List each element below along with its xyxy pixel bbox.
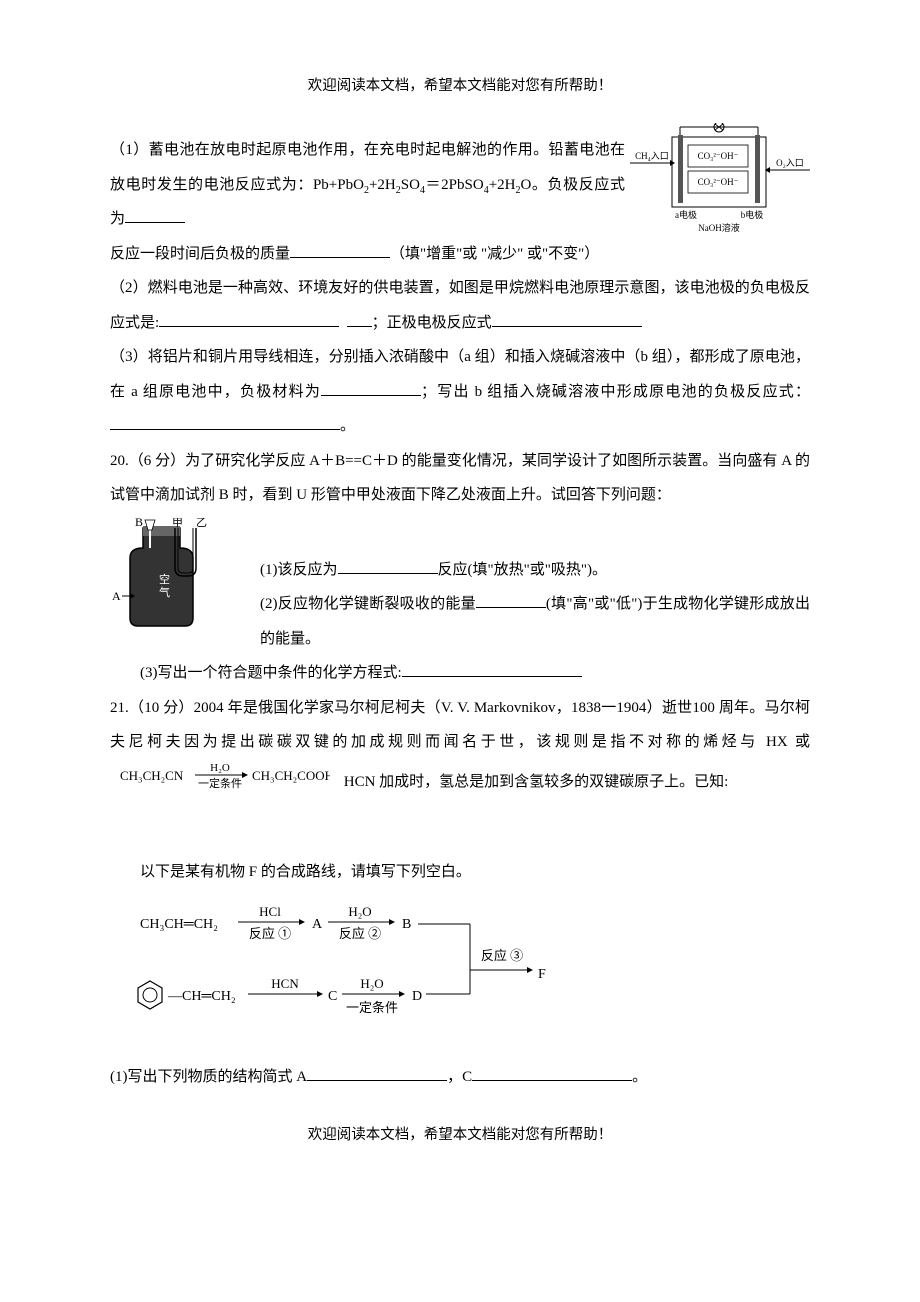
text-segment: +2H [489,177,516,193]
text-segment: SO [401,177,420,193]
text-segment: ；写出 b 组插入烧碱溶液中形成原电池的负极反应式： [421,384,810,400]
svg-text:一定条件: 一定条件 [346,1000,398,1015]
q20-intro: 20.（6 分）为了研究化学反应 A＋B==C＋D 的能量变化情况，某同学设计了… [110,444,810,513]
text-segment: HCN 加成时，氢总是加到含氢较多的双键碳原子上。已知: [344,774,729,790]
svg-text:HCl: HCl [259,904,281,919]
text-segment: (1)该反应为 [260,562,338,578]
svg-text:CH₃CH₂CN: CH₃CH₂CN [120,768,184,783]
svg-text:A: A [312,917,323,932]
svg-text:HCN: HCN [271,976,299,991]
svg-text:H₂O: H₂O [360,976,383,991]
page-header: 欢迎阅读本文档，希望本文档能对您有所帮助！ [110,70,810,103]
text-segment: 以下是某有机物 F 的合成路线，请填写下列空白。 [140,864,471,880]
q21-q1: (1)写出下列物质的结构简式 A ，C 。 [110,1060,810,1095]
q1-part1: （1）蓄电池在放电时起原电池作用，在充电时起电解池的作用。铅蓄电池在放电时发生的… [110,133,810,237]
blank-field [307,1066,447,1081]
page-footer: 欢迎阅读本文档，希望本文档能对您有所帮助！ [110,1119,810,1152]
blank-field [402,662,582,677]
text-segment: 反应一段时间后负极的质量 [110,246,290,262]
svg-text:一定条件: 一定条件 [198,776,242,790]
text-segment: 反应(填"放热"或"吸热")。 [438,562,607,578]
text-segment: 21.（10 分）2004 年是俄国化学家马尔柯尼柯夫（V. V. Markov… [110,700,810,751]
blank-field [338,559,438,574]
svg-text:乙: 乙 [196,518,207,529]
text-segment: (1)写出下列物质的结构简式 A [110,1069,307,1085]
text-segment: (2)反应物化学键断裂吸收的能量 [260,596,476,612]
blank-field [347,312,372,327]
svg-text:H₂O: H₂O [210,762,230,774]
q20-q1: (1)该反应为 反应(填"放热"或"吸热")。 [110,553,810,588]
svg-text:CH₃CH═CH₂: CH₃CH═CH₂ [140,917,218,932]
text-segment: (3)写出一个符合题中条件的化学方程式: [140,665,402,681]
header-text: 欢迎阅读本文档，希望本文档能对您有所帮助！ [308,78,613,94]
blank-field [290,243,390,258]
blank-field [125,208,185,223]
blank-field [476,593,546,608]
svg-text:C: C [328,989,337,1004]
svg-text:—CH═CH₂: —CH═CH₂ [167,989,236,1004]
svg-text:D: D [412,989,422,1004]
q21-line2: 以下是某有机物 F 的合成路线，请填写下列空白。 [110,855,810,890]
text-segment: ，C [447,1069,472,1085]
q1-part1-continued: 反应一段时间后负极的质量 （填"增重"或 "减少" 或"不变"） [110,237,810,272]
svg-text:B: B [135,518,143,529]
text-segment: 20.（6 分）为了研究化学反应 A＋B==C＋D 的能量变化情况，某同学设计了… [110,453,810,504]
blank-field [159,312,339,327]
text-segment: ＝2PbSO [425,177,484,193]
blank-field [321,381,421,396]
blank-field [472,1066,632,1081]
text-segment: ；正极电极反应式 [372,315,492,331]
text-segment: 。 [340,418,355,434]
q20-q3: (3)写出一个符合题中条件的化学方程式: [110,656,810,691]
svg-text:H₂O: H₂O [348,904,371,919]
svg-text:反应 ①: 反应 ① [249,926,291,941]
synthesis-route-diagram: CH₃CH═CH₂ HCl 反应 ① A H₂O 反应 ② B —CH═CH₂ … [130,900,810,1050]
svg-text:甲: 甲 [172,518,183,529]
footer-text: 欢迎阅读本文档，希望本文档能对您有所帮助！ [308,1127,613,1143]
q1-part2: （2）燃料电池是一种高效、环境友好的供电装置，如图是甲烷燃料电池原理示意图，该电… [110,271,810,340]
svg-text:反应 ②: 反应 ② [339,926,381,941]
blank-field [110,415,340,430]
q20-q2: (2)反应物化学键断裂吸收的能量(填"高"或"低")于生成物化学键形成放出的能量… [110,587,810,656]
q1-part3: （3）将铝片和铜片用导线相连，分别插入浓硝酸中（a 组）和插入烧碱溶液中（b 组… [110,340,810,444]
blank-field [492,312,642,327]
text-segment: 。 [632,1069,647,1085]
inline-reaction-formula: CH₃CH₂CN H₂O 一定条件 CH₃CH₂COOH [120,760,330,806]
svg-text:B: B [402,917,411,932]
svg-text:F: F [538,967,546,982]
text-segment: +2H [369,177,396,193]
q21-intro: 21.（10 分）2004 年是俄国化学家马尔柯尼柯夫（V. V. Markov… [110,691,810,806]
svg-text:反应 ③: 反应 ③ [481,948,523,963]
text-segment: （填"增重"或 "减少" 或"不变"） [390,246,599,262]
svg-text:CH₃CH₂COOH: CH₃CH₂COOH [252,768,330,783]
